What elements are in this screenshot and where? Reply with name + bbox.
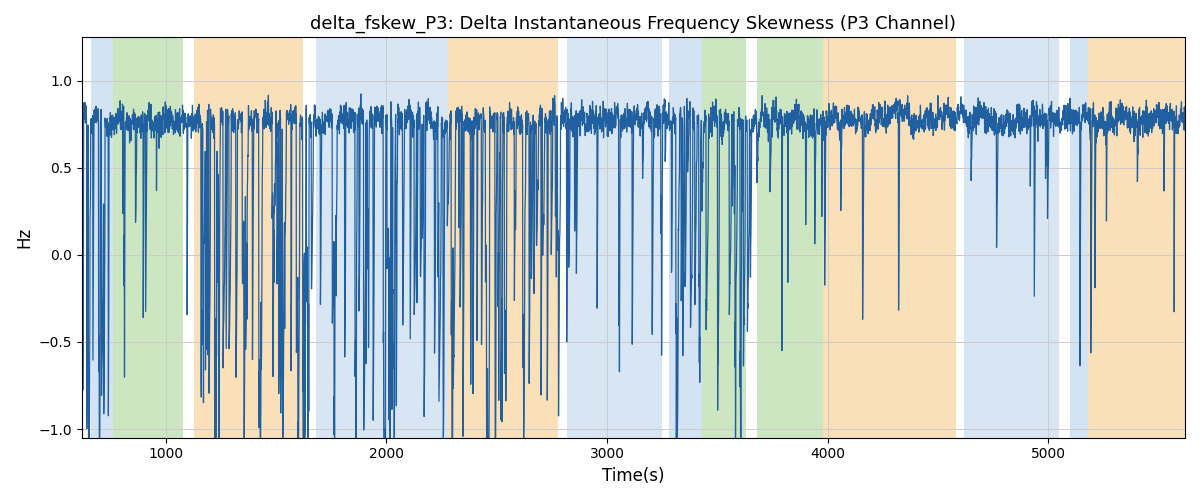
Bar <box>194 38 302 438</box>
Bar <box>316 38 342 438</box>
Bar <box>1088 38 1186 438</box>
X-axis label: Time(s): Time(s) <box>602 467 665 485</box>
Bar <box>702 38 746 438</box>
Title: delta_fskew_P3: Delta Instantaneous Frequency Skewness (P3 Channel): delta_fskew_P3: Delta Instantaneous Freq… <box>311 15 956 34</box>
Bar <box>823 38 955 438</box>
Bar <box>668 38 702 438</box>
Bar <box>965 38 1060 438</box>
Bar <box>342 38 448 438</box>
Bar <box>757 38 823 438</box>
Bar <box>113 38 184 438</box>
Bar <box>1070 38 1088 438</box>
Bar <box>91 38 113 438</box>
Y-axis label: Hz: Hz <box>14 227 32 248</box>
Bar <box>568 38 662 438</box>
Bar <box>448 38 558 438</box>
